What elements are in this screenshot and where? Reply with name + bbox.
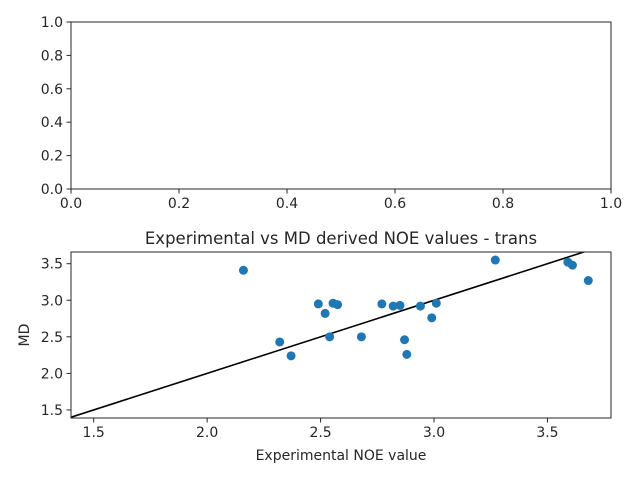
x-tick-label: 0.6 <box>384 196 406 212</box>
data-point <box>388 301 398 311</box>
data-point <box>313 299 323 309</box>
y-tick-label: 0.4 <box>41 115 63 131</box>
x-tick-label: 0.8 <box>492 196 514 212</box>
data-point <box>238 265 248 275</box>
data-point <box>377 299 387 309</box>
x-tick-label: 0.4 <box>276 196 298 212</box>
data-point <box>286 351 296 361</box>
x-axis-label: Experimental NOE value <box>256 448 427 464</box>
x-tick-label: 2.5 <box>309 425 331 441</box>
y-tick-label: 1.5 <box>41 403 63 419</box>
data-point <box>415 301 425 311</box>
plot-area <box>71 252 593 418</box>
reference-line <box>71 252 587 418</box>
y-tick-label: 0.2 <box>41 149 63 165</box>
data-point <box>427 313 437 323</box>
data-point <box>402 349 412 359</box>
axes-frame <box>70 251 612 419</box>
x-tick-label: 1.5 <box>83 425 105 441</box>
x-tick-label: 0.0 <box>60 196 82 212</box>
data-point <box>431 298 441 308</box>
x-tick-label: 1.0 <box>600 196 622 212</box>
data-point <box>583 276 593 286</box>
x-tick-label: 2.0 <box>196 425 218 441</box>
y-tick-label: 2.5 <box>41 330 63 346</box>
y-tick-label: 0.8 <box>41 48 63 64</box>
y-tick-label: 2.0 <box>41 366 63 382</box>
x-tick-label: 0.2 <box>168 196 190 212</box>
top-axes: 0.0 0.2 0.4 0.6 0.8 1.0 0.0 0.2 0.4 0.6 0.8 1.0 <box>41 15 622 212</box>
y-tick-label: 3.0 <box>41 293 63 309</box>
y-axis-label: MD <box>17 324 33 347</box>
data-point <box>567 260 577 270</box>
chart-title: Experimental vs MD derived NOE values - … <box>145 229 537 248</box>
data-point <box>275 337 285 347</box>
scatter-axes: 1.5 2.0 2.5 3.0 3.5 1.5 2.0 2.5 3.0 3.5 Experiment… <box>17 229 612 464</box>
data-point <box>333 300 343 310</box>
y-tick-label: 0.0 <box>41 182 63 198</box>
y-tick-label: 0.6 <box>41 82 63 98</box>
x-tick-label: 3.5 <box>536 425 558 441</box>
data-point <box>400 335 410 345</box>
x-tick-label: 3.0 <box>423 425 445 441</box>
y-tick-label: 1.0 <box>41 15 63 31</box>
data-point <box>320 308 330 318</box>
y-tick-label: 3.5 <box>41 257 63 273</box>
axes-frame <box>70 21 612 190</box>
data-point <box>490 255 500 265</box>
data-point <box>325 332 335 342</box>
data-point <box>395 300 405 310</box>
data-point <box>356 332 366 342</box>
